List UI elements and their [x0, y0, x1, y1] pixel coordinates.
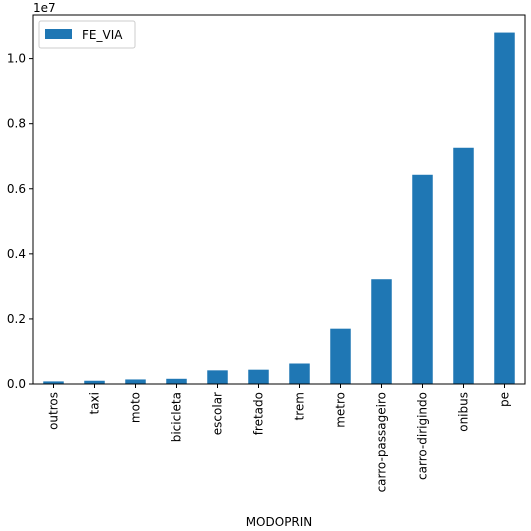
y-tick-label: 0.0	[7, 377, 26, 391]
bar-escolar	[207, 370, 228, 384]
x-tick-label-carro-passageiro: carro-passageiro	[375, 392, 389, 492]
x-tick-label-moto: moto	[129, 392, 143, 423]
x-tick-label-outros: outros	[47, 392, 61, 430]
y-tick-label: 0.6	[7, 182, 26, 196]
x-tick-label-pe: pe	[498, 392, 512, 407]
bar-pe	[494, 32, 515, 384]
bar-fretado	[248, 369, 269, 384]
x-axis: outros taxi moto bicicleta escolar fretado tre…	[47, 384, 512, 492]
y-offset-label: 1e7	[33, 1, 56, 15]
x-tick-label-trem: trem	[293, 392, 307, 420]
x-tick-label-fretado: fretado	[252, 392, 266, 435]
x-tick-label-bicicleta: bicicleta	[170, 392, 184, 442]
bars	[43, 32, 515, 384]
y-tick-label: 1.0	[7, 52, 26, 66]
y-tick-label: 0.8	[7, 117, 26, 131]
y-tick-label: 0.2	[7, 312, 26, 326]
bar-carro-passageiro	[371, 279, 392, 384]
legend-swatch	[45, 29, 72, 39]
x-tick-label-escolar: escolar	[211, 392, 225, 435]
x-tick-label-onibus: onibus	[457, 392, 471, 432]
plot-frame	[32, 14, 526, 385]
y-axis: 0.0 0.2 0.4 0.6 0.8 1.0	[7, 52, 33, 391]
legend-box	[38, 20, 136, 49]
bar-bicicleta	[166, 378, 187, 384]
bar-trem	[289, 363, 310, 384]
legend: FE_VIA	[38, 20, 136, 49]
bar-metro	[330, 328, 351, 384]
bar-onibus	[453, 147, 474, 384]
legend-label: FE_VIA	[82, 28, 123, 42]
x-axis-label: MODOPRIN	[246, 515, 313, 529]
bar-outros	[43, 381, 64, 384]
x-tick-label-carro-dirigindo: carro-dirigindo	[416, 392, 430, 480]
x-tick-label-metro: metro	[334, 392, 348, 428]
y-tick-label: 0.4	[7, 247, 26, 261]
bar-taxi	[84, 380, 105, 384]
bar-moto	[125, 379, 146, 384]
bar-carro-dirigindo	[412, 174, 433, 384]
x-tick-label-taxi: taxi	[88, 392, 102, 415]
